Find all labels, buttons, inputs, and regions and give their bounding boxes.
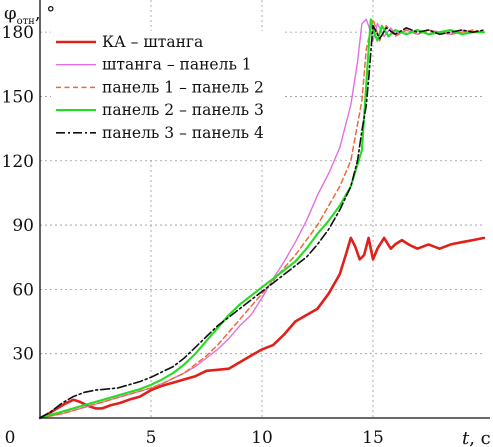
y-axis-title: φотн, ° [4, 3, 55, 27]
series-line-1 [38, 236, 486, 420]
series-line-4 [38, 18, 486, 420]
series-lines [38, 18, 486, 420]
legend-label-4: панель 2 – панель 3 [102, 101, 264, 119]
axes [39, 0, 490, 419]
x-axis-title: t, с [462, 428, 491, 447]
y-tick-label: 150 [2, 87, 34, 107]
series-line-3 [39, 18, 485, 419]
x-tick-label: 0 [5, 428, 16, 447]
legend-label-5: панель 3 – панель 4 [102, 124, 264, 142]
series-line-5 [39, 24, 485, 419]
legend: КА – штанга штанга – панель 1 панель 1 – п… [51, 31, 284, 159]
legend-label-1: КА – штанга [102, 33, 203, 51]
legend-background [51, 31, 284, 159]
x-axis-unit: , с [469, 428, 491, 447]
y-tick-label: 30 [12, 345, 34, 365]
y-tick-label: 180 [2, 23, 34, 43]
x-tick-label: 15 [362, 428, 384, 447]
x-tick-label: 10 [251, 428, 273, 447]
tick-labels: 30 60 90 120 150 180 0 5 10 15 [2, 23, 384, 447]
x-tick-label: 5 [146, 428, 157, 447]
y-tick-label: 60 [12, 280, 34, 300]
y-tick-label: 90 [12, 216, 34, 236]
y-axis-subscript: отн [17, 16, 36, 27]
legend-label-2: штанга – панель 1 [102, 56, 252, 74]
y-tick-label: 120 [2, 152, 34, 172]
y-axis-symbol: φ [4, 3, 17, 24]
y-axis-unit: , ° [35, 3, 55, 24]
legend-label-3: панель 1 – панель 2 [102, 78, 264, 96]
x-axis-symbol: t [462, 428, 470, 447]
